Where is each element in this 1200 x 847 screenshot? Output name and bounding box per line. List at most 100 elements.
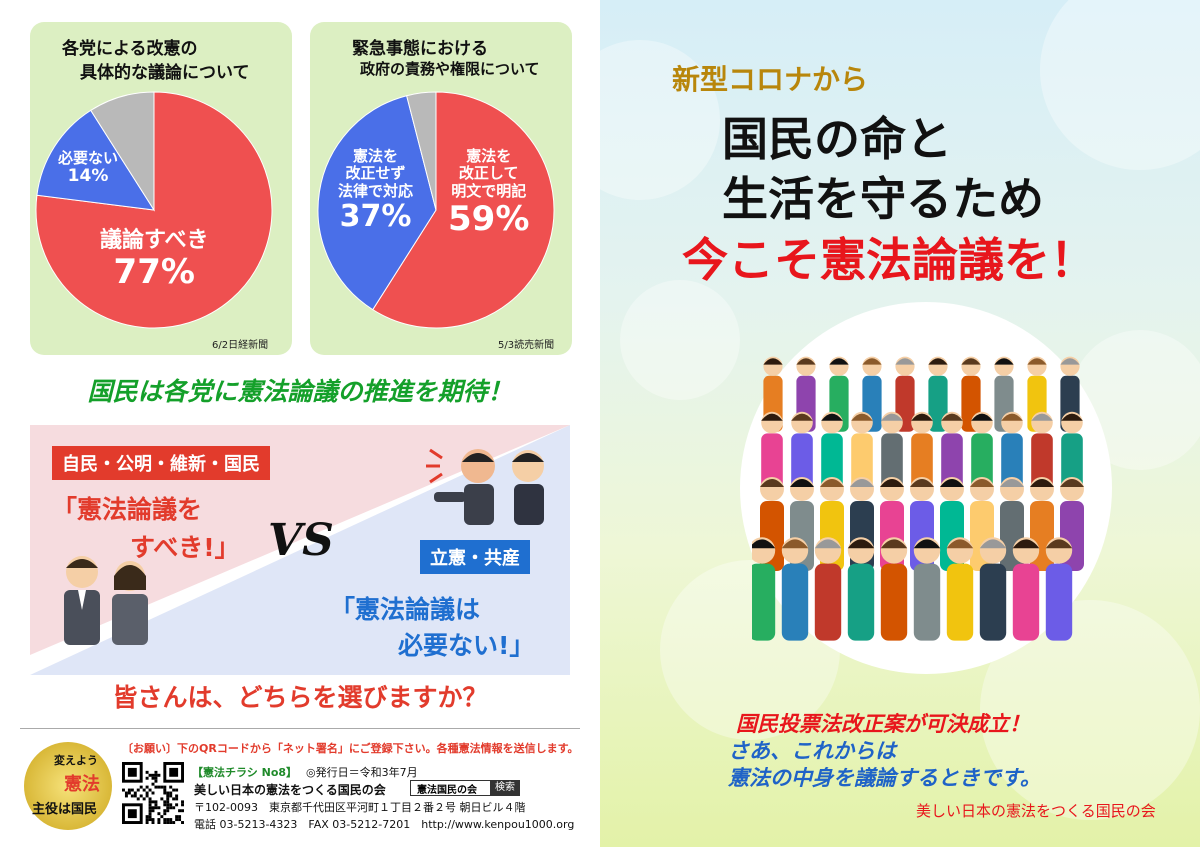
title-line3: 今こそ憲法論議を！: [682, 233, 1096, 287]
poll1-slice2-value: 14%: [67, 166, 109, 187]
right-org: 美しい日本の憲法をつくる国民の会: [916, 802, 1156, 820]
crowd-person-hair: [1030, 479, 1054, 487]
crowd-person-hair: [862, 358, 882, 365]
logo-line1: 変えよう: [54, 754, 98, 767]
search-box-text: 憲法国民の会: [417, 785, 477, 796]
message-line3: 憲法の中身を議論するときです。: [728, 766, 1041, 790]
crowd-person-hair: [752, 539, 776, 549]
poll2-slice2-label: 憲法を 改正せず 法律で対応 37%: [338, 147, 414, 234]
crowd-person-hair: [847, 539, 875, 549]
poll1-title-line1: 各党による改憲の: [62, 39, 198, 59]
crowd-person-hair: [880, 479, 904, 487]
left-quote-line1: 「憲法論議を: [52, 495, 203, 524]
crowd-person-hair: [970, 479, 994, 487]
poll1-slice1-label: 議論すべき: [100, 228, 209, 253]
crowd-person-hair: [1061, 413, 1083, 421]
poll2-slice1-value: 59%: [448, 198, 530, 239]
poll2-slice-2: [317, 95, 437, 311]
crowd-person-body: [913, 563, 941, 641]
poll2-slice1-line2: 改正して: [458, 164, 519, 183]
footer-divider: [20, 728, 580, 729]
crowd-person-hair: [1027, 358, 1047, 365]
crowd-person-hair: [928, 358, 948, 365]
crowd-person-body: [781, 563, 809, 641]
poll2-slice2-line2: 改正せず: [345, 164, 406, 183]
logo-line2: 憲法: [64, 774, 100, 795]
crowd-person-hair: [881, 413, 903, 421]
crowd-person-body: [1012, 563, 1040, 641]
poll2-pie-chart: [317, 91, 555, 329]
crowd-person-hair: [895, 358, 915, 365]
angry-politicians-illustration: [426, 448, 544, 525]
crowd-person-hair: [911, 413, 933, 421]
crowd-person-body: [814, 563, 842, 641]
crowd-illustration: [752, 356, 1084, 641]
poll2-source: 5/3読売新聞: [498, 340, 555, 351]
crowd-person-hair: [979, 539, 1007, 549]
right-quote-line1: 「憲法論議は: [330, 595, 481, 624]
crowd-person-hair: [941, 413, 963, 421]
crowd-person-hair: [821, 413, 843, 421]
poll2-title-line1: 緊急事態における: [352, 39, 488, 59]
poll2-slice1-line3: 明文で明記: [451, 181, 527, 200]
campaign-logo: 変えよう 憲法 主役は国民: [24, 742, 112, 830]
crowd-person-hair: [814, 539, 842, 549]
crowd-person-hair: [1060, 479, 1084, 487]
crowd-person-hair: [1045, 539, 1073, 549]
crowd-person-hair: [760, 479, 784, 487]
publisher-name: 美しい日本の憲法をつくる国民の会: [194, 783, 386, 797]
poll2-slice1-line1: 憲法を: [466, 147, 512, 165]
crowd-person-hair: [1000, 479, 1024, 487]
crowd-person-hair: [961, 358, 981, 365]
poll1-slice1-value: 77%: [113, 252, 195, 293]
flyer-number: 【憲法チラシ No8】: [192, 766, 298, 779]
crowd-person-body: [1045, 563, 1073, 641]
left-party-tag: 自民・公明・維新・国民: [52, 446, 270, 480]
search-button-label: 検索: [495, 782, 515, 793]
crowd-person-hair: [791, 413, 813, 421]
bokeh-3: [620, 280, 740, 400]
left-page: 各党による改憲の 具体的な議論について 必要ない 14% 議論すべき 77% 6…: [20, 22, 580, 831]
left-quote-line2: すべき!」: [130, 533, 240, 562]
footer-request-note: 〔お願い〕下のQRコードから「ネット署名」にご登録下さい。各種憲法情報を送信しま…: [122, 742, 579, 755]
poll2-slice2-line3: 法律で対応: [338, 181, 414, 200]
crowd-person-hair: [994, 358, 1014, 365]
crowd-person-body: [880, 563, 908, 641]
search-box[interactable]: 憲法国民の会: [410, 780, 492, 796]
crowd-person-hair: [946, 539, 974, 549]
lead-text: 新型コロナから: [672, 63, 869, 96]
crowd-person-hair: [971, 413, 993, 421]
poll1-slice-3: [90, 91, 155, 212]
poll2-slice1-label: 憲法を 改正して 明文で明記 59%: [448, 147, 530, 239]
crowd-person-hair: [913, 539, 941, 549]
bokeh-2: [1040, 0, 1200, 170]
logo-line3: 主役は国民: [32, 802, 98, 817]
crowd-person-hair: [761, 413, 783, 421]
qr-code[interactable]: [122, 762, 184, 824]
search-button[interactable]: 検索: [490, 780, 520, 796]
crowd-person-hair: [851, 413, 873, 421]
poll1-slice-label-main: 議論すべき 77%: [100, 228, 208, 292]
poll1-slice-2: [36, 109, 155, 211]
crowd-person-hair: [820, 479, 844, 487]
crowd-person-hair: [796, 358, 816, 365]
poll1-title-line2: 具体的な議論について: [80, 63, 250, 83]
crowd-person-hair: [1012, 539, 1040, 549]
crowd-person-body: [979, 563, 1007, 641]
address: 〒102-0093 東京都千代田区平河町１丁目２番２号 朝日ビル４階: [194, 801, 526, 814]
crowd-person-hair: [763, 358, 783, 365]
poll1-pie-chart: [35, 91, 273, 329]
headline: 国民は各党に憲法論議の推進を期待！: [87, 377, 513, 406]
crowd-person-hair: [1001, 413, 1023, 421]
crowd-person-body: [752, 563, 776, 641]
message-line1: 国民投票法改正案が可決成立！: [736, 712, 1030, 736]
crowd-person-body: [847, 563, 875, 641]
crowd-person-hair: [1060, 358, 1080, 365]
businesspeople-illustration: [64, 556, 148, 645]
title-line1: 国民の命と: [722, 112, 952, 166]
poll1-slice2-label: 必要ない: [58, 149, 119, 167]
crowd-person-hair: [781, 539, 809, 549]
crowd-person-hair: [1031, 413, 1053, 421]
crowd-person-hair: [910, 479, 934, 487]
crowd-person-body: [946, 563, 974, 641]
